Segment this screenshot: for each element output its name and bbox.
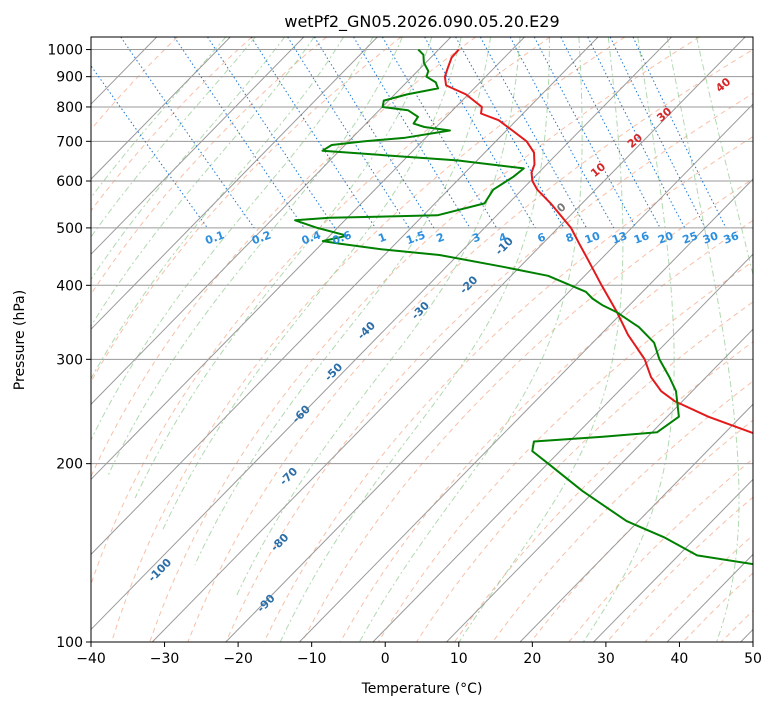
mixing-ratio-line (120, 37, 255, 229)
x-tick-label: −20 (223, 651, 253, 667)
plot-frame (90, 36, 754, 643)
y-tick-label: 700 (56, 134, 83, 150)
isotherm-line (225, 103, 753, 642)
moist-adiabat (236, 37, 521, 596)
x-axis-title: Temperature (°C) (361, 681, 483, 697)
isotherm-line (91, 37, 231, 180)
isotherm-line (299, 178, 753, 642)
mixing-ratio-label: 3 (471, 231, 483, 246)
isotherm-line (372, 253, 753, 642)
moist-adiabat (91, 37, 227, 199)
y-tick-label: 200 (56, 457, 83, 473)
mixing-ratio-line (533, 37, 637, 229)
mixing-ratio-line (455, 37, 565, 229)
y-tick-label: 500 (56, 221, 83, 237)
moist-adiabat (106, 37, 403, 478)
mixing-ratio-label: 8 (564, 231, 576, 246)
x-tick-label: −10 (297, 651, 327, 667)
mixing-ratio-label: 10 (583, 229, 602, 247)
mixing-ratio-label: 1.5 (404, 228, 427, 247)
mixing-ratio-label: 25 (681, 229, 700, 246)
y-tick-label: 400 (56, 278, 83, 294)
moist-adiabat (134, 37, 433, 499)
y-tick-label: 800 (56, 100, 83, 116)
moist-adiabat (91, 37, 374, 441)
moist-adiabat (279, 37, 550, 642)
moist-adiabat (91, 37, 256, 238)
mixing-ratio-label: 0.2 (250, 228, 273, 247)
moist-adiabat (358, 37, 583, 642)
isotherm-line (446, 328, 753, 642)
mixing-ratio-line (91, 65, 208, 229)
x-tick-label: 50 (744, 651, 762, 667)
dry-adiabat (111, 37, 626, 642)
moist-adiabat (582, 37, 675, 642)
x-tick-label: −30 (150, 651, 180, 667)
mixing-ratio-label: 0.6 (330, 228, 353, 247)
x-tick-label: 40 (671, 651, 689, 667)
moist-adiabat (91, 37, 286, 281)
moist-adiabat (91, 37, 344, 380)
mixing-ratio-label: 6 (536, 230, 548, 245)
mixing-ratio-label: 13 (610, 229, 629, 246)
dewpoint-profile (294, 48, 753, 566)
x-tick-label: −40 (76, 651, 106, 667)
dry-adiabat (91, 37, 402, 383)
isotherm-line (91, 37, 452, 405)
y-tick-label: 900 (56, 70, 83, 86)
mixing-ratio-label: 0.4 (300, 228, 323, 247)
temperature-profile (443, 48, 753, 435)
mixing-ratio-line (353, 37, 471, 229)
y-tick-label: 1000 (47, 43, 83, 59)
dry-adiabat (263, 135, 753, 642)
x-tick-label: 10 (450, 651, 468, 667)
mixing-ratio-label: 30 (701, 229, 720, 247)
isotherm-line (593, 478, 753, 642)
moist-adiabat (458, 37, 624, 642)
dry-adiabat (454, 341, 753, 642)
y-tick-label: 100 (56, 635, 83, 651)
x-tick-label: 20 (523, 651, 541, 667)
mixing-ratio-line (479, 37, 587, 229)
moist-adiabat (91, 37, 315, 327)
mixing-ratio-line (207, 37, 336, 229)
x-tick-label: 30 (597, 651, 615, 667)
mixing-ratio-line (509, 37, 615, 229)
mixing-ratio-label: 16 (632, 229, 651, 247)
isotherm-line (91, 37, 305, 255)
mixing-ratio-label: 4 (497, 230, 509, 245)
isotherm-line (519, 403, 753, 642)
mixing-ratio-line (287, 37, 410, 229)
isotherm-line (91, 37, 378, 330)
dry-adiabat (91, 37, 551, 586)
mixing-ratio-line (609, 37, 706, 229)
mixing-ratio-line (587, 37, 686, 229)
mixing-ratio-label: 20 (656, 229, 675, 247)
dry-adiabat (339, 219, 753, 642)
moist-adiabat (696, 37, 753, 277)
dry-adiabat (415, 301, 753, 642)
moist-adiabat (666, 37, 740, 642)
moist-adiabat (162, 37, 462, 530)
mixing-ratio-line (173, 37, 305, 229)
isotherm-line (91, 37, 599, 556)
mixing-ratio-line (250, 37, 376, 229)
mixing-ratio-label: 1 (376, 231, 388, 246)
mixing-ratio-label: 2 (435, 231, 447, 246)
x-tick-label: 0 (381, 651, 390, 667)
mixing-ratio-label: 36 (722, 229, 741, 247)
isotherm-line (91, 37, 525, 481)
chart-title: wetPf2_GN05.2026.090.05.20.E29 (284, 12, 559, 32)
y-tick-label: 300 (56, 352, 83, 368)
isotherm-line (91, 37, 672, 631)
isotherm-line (151, 37, 746, 642)
mixing-ratio-label: 0.1 (203, 228, 226, 247)
moist-adiabat (194, 37, 492, 566)
y-axis-title: Pressure (hPa) (12, 290, 28, 390)
dry-adiabat (91, 37, 327, 296)
y-tick-label: 600 (56, 174, 83, 190)
